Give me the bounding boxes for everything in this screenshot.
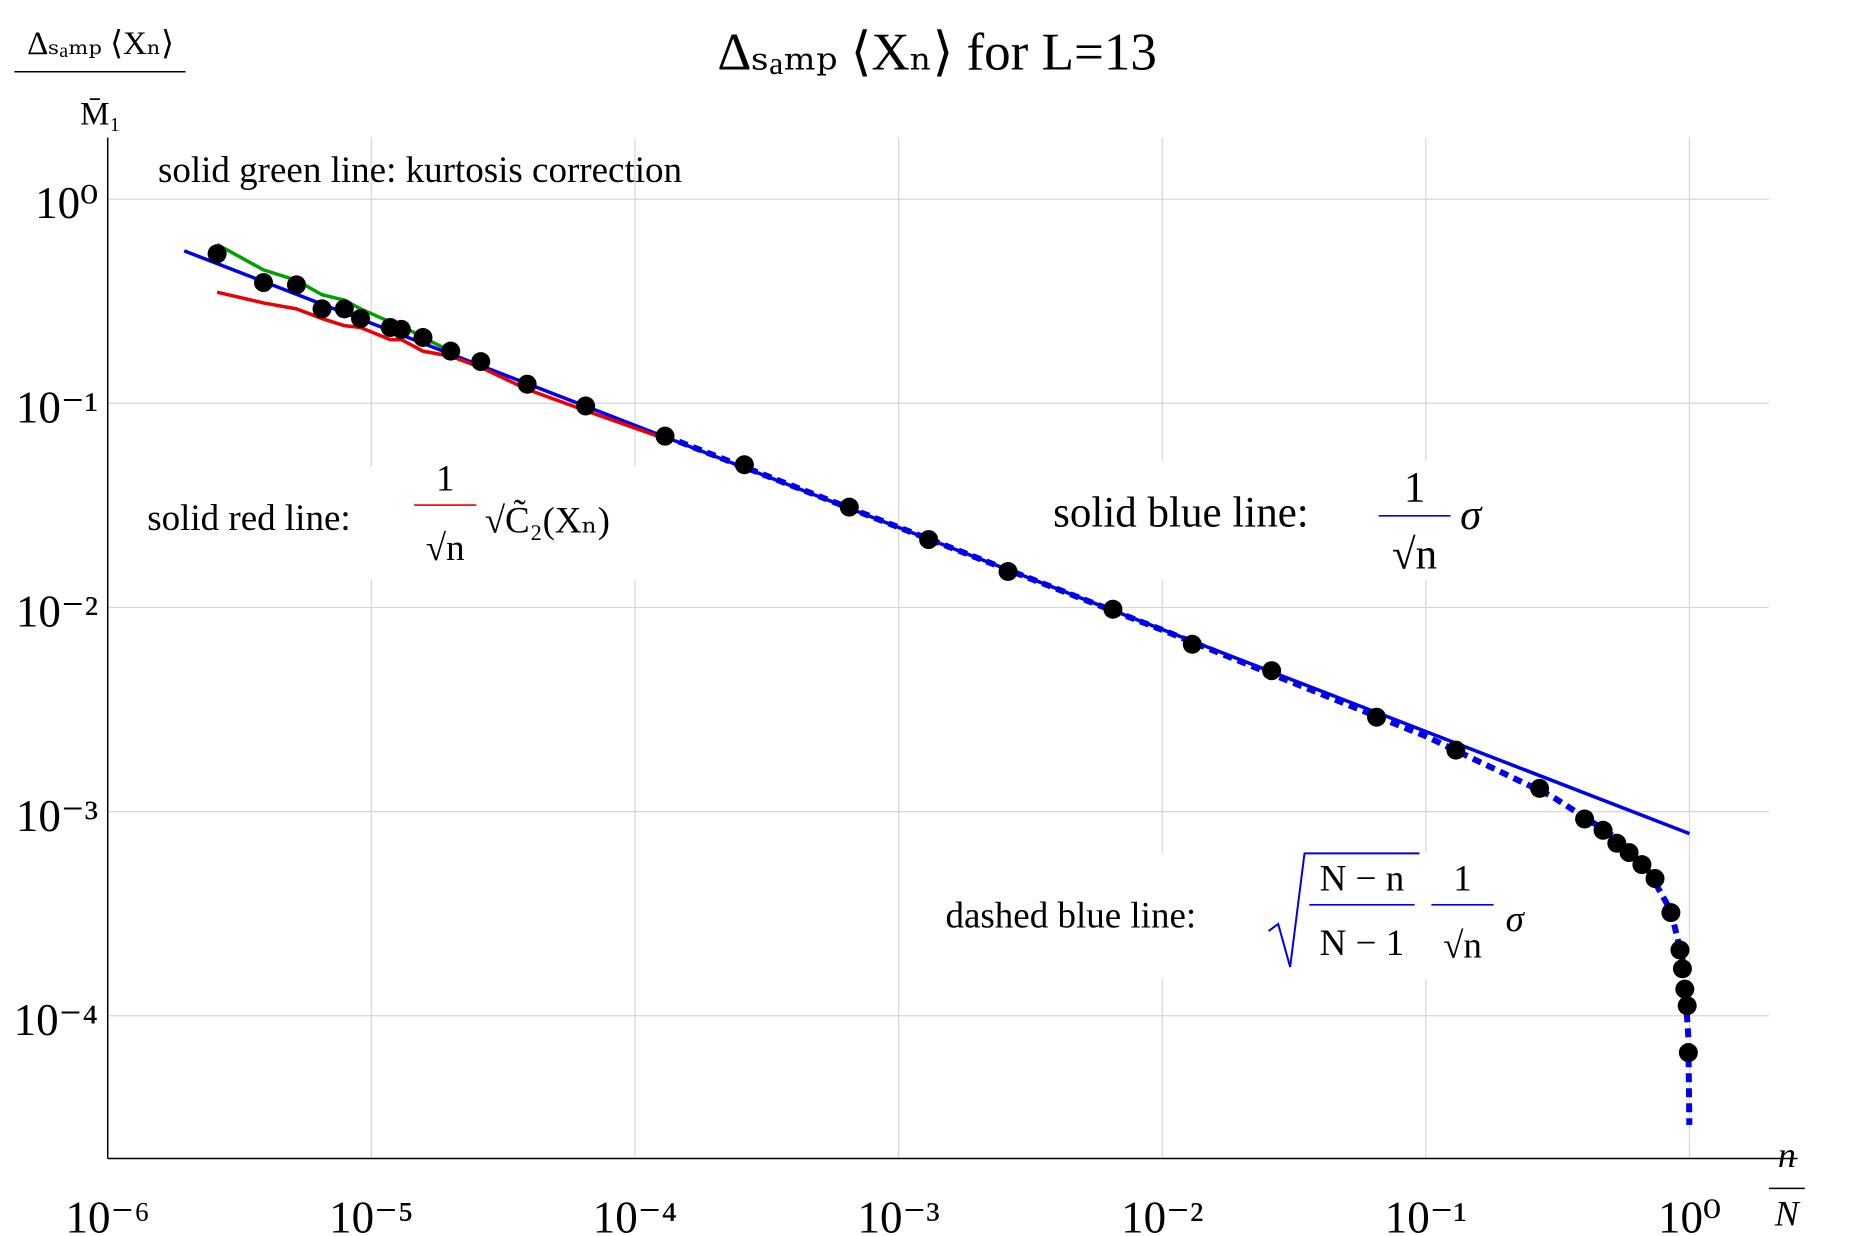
data-point — [334, 299, 354, 319]
x-label-numerator: n — [1778, 1135, 1796, 1175]
data-point — [391, 319, 411, 339]
y-tick-label: 10⁰ — [35, 178, 98, 228]
data-point — [1575, 809, 1595, 829]
y-label-numerator: Δₛₐₘₚ ⟨Xₙ⟩ — [27, 26, 174, 62]
data-point — [1182, 634, 1202, 654]
fraction-numerator: 1 — [1404, 464, 1426, 511]
fraction-denominator: √n — [1443, 925, 1482, 966]
root-sign — [1268, 852, 1420, 968]
data-point — [441, 341, 461, 361]
x-tick-label: 10⁻¹ — [1385, 1193, 1467, 1236]
data-point — [517, 374, 537, 394]
annotation-math: σ — [1506, 899, 1526, 940]
fraction-numerator: N − n — [1320, 858, 1405, 899]
fraction-denominator: √n — [1392, 531, 1437, 578]
x-tick-label: 10⁻⁵ — [329, 1193, 413, 1236]
x-tick-label: 10⁰ — [1658, 1193, 1721, 1236]
fraction-numerator: 1 — [436, 459, 455, 500]
x-tick-label: 10⁻² — [1121, 1193, 1203, 1236]
data-point — [1670, 940, 1690, 960]
y-tick-label: 10⁻³ — [16, 791, 98, 841]
x-tick-label: 10⁻⁶ — [65, 1193, 149, 1236]
annotation-background — [1041, 460, 1508, 581]
x-tick-label: 10⁻³ — [857, 1193, 939, 1236]
data-point — [351, 309, 371, 329]
y-tick-label: 10⁻¹ — [16, 382, 98, 432]
y-label-denominator: M̄₁ — [80, 96, 121, 132]
data-point — [998, 561, 1018, 581]
fraction-denominator: N − 1 — [1320, 923, 1405, 964]
fraction-denominator: √n — [426, 528, 465, 569]
data-point — [471, 352, 491, 372]
data-point — [1262, 661, 1282, 681]
y-tick-label: 10⁻⁴ — [14, 995, 98, 1045]
data-point — [413, 327, 433, 347]
data-point — [1645, 869, 1665, 889]
data-point — [1367, 707, 1387, 727]
annotation: dashed blue line: — [945, 896, 1196, 937]
fraction-numerator: 1 — [1453, 858, 1472, 899]
annotation-background — [141, 466, 668, 581]
data-point — [1619, 843, 1639, 863]
chart-title: Δₛₐₘₚ ⟨Xₙ⟩ for L=13 — [717, 23, 1157, 81]
data-point — [1632, 855, 1652, 875]
annotation: solid blue line: — [1053, 490, 1309, 537]
data-point — [655, 426, 675, 446]
data-point — [1672, 959, 1692, 979]
x-label-denominator: N — [1774, 1194, 1801, 1234]
data-point — [1530, 778, 1550, 798]
data-point — [312, 299, 332, 319]
data-point — [1446, 740, 1466, 760]
annotation-background — [933, 853, 1538, 979]
y-tick-label: 10⁻² — [16, 587, 98, 637]
data-point — [207, 244, 227, 264]
data-point — [1103, 599, 1123, 619]
annotation-math: √C̃₂(Xₙ) — [485, 499, 610, 542]
data-point — [919, 530, 939, 550]
x-tick-label: 10⁻⁴ — [593, 1193, 677, 1236]
data-point — [1678, 1043, 1698, 1063]
data-point — [1593, 820, 1613, 840]
annotation: solid green line: kurtosis correction — [158, 150, 682, 191]
data-point — [576, 396, 596, 416]
data-point — [1675, 979, 1695, 999]
solid-line — [216, 290, 666, 441]
data-point — [254, 273, 274, 293]
annotation: solid red line: — [147, 498, 350, 539]
data-point — [1677, 996, 1697, 1016]
annotation-math: σ — [1460, 492, 1483, 539]
data-point — [1661, 903, 1681, 923]
data-point — [734, 455, 754, 475]
data-point — [839, 497, 859, 517]
data-point — [286, 275, 306, 295]
